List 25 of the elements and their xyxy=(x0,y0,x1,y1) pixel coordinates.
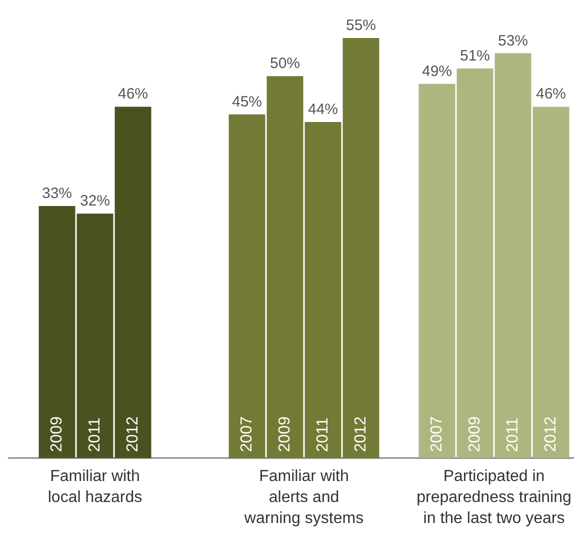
data-label: 33% xyxy=(42,185,72,202)
data-label: 55% xyxy=(346,17,376,34)
x-tick-label: 2007 xyxy=(428,416,446,452)
data-label: 32% xyxy=(80,192,110,210)
data-label: 45% xyxy=(232,93,262,110)
text: Participated in preparedness training in the last two years xyxy=(416,468,572,527)
x-tick-label: 2012 xyxy=(542,416,560,452)
data-label: 46% xyxy=(536,86,566,103)
x-tick-label: 2009 xyxy=(276,416,294,452)
data-label: 44% xyxy=(308,101,338,118)
text: Familiar with local hazards xyxy=(48,468,142,506)
data-label: 46% xyxy=(118,86,148,103)
x-tick-label: 2011 xyxy=(86,417,104,452)
x-tick-label: 2009 xyxy=(466,416,484,452)
x-tick-label: 2007 xyxy=(238,416,256,452)
data-label: 53% xyxy=(498,32,528,50)
x-tick-label: 2011 xyxy=(504,417,522,452)
x-tick-label: 2012 xyxy=(124,416,142,452)
x-tick-label: 2012 xyxy=(352,416,370,452)
data-label: 50% xyxy=(270,55,300,72)
data-label: 51% xyxy=(460,48,490,65)
x-tick-label: 2009 xyxy=(48,416,66,452)
text: Familiar with alerts and warning systems xyxy=(243,468,364,527)
data-label: 49% xyxy=(422,62,452,80)
x-tick-label: 2011 xyxy=(314,417,332,452)
